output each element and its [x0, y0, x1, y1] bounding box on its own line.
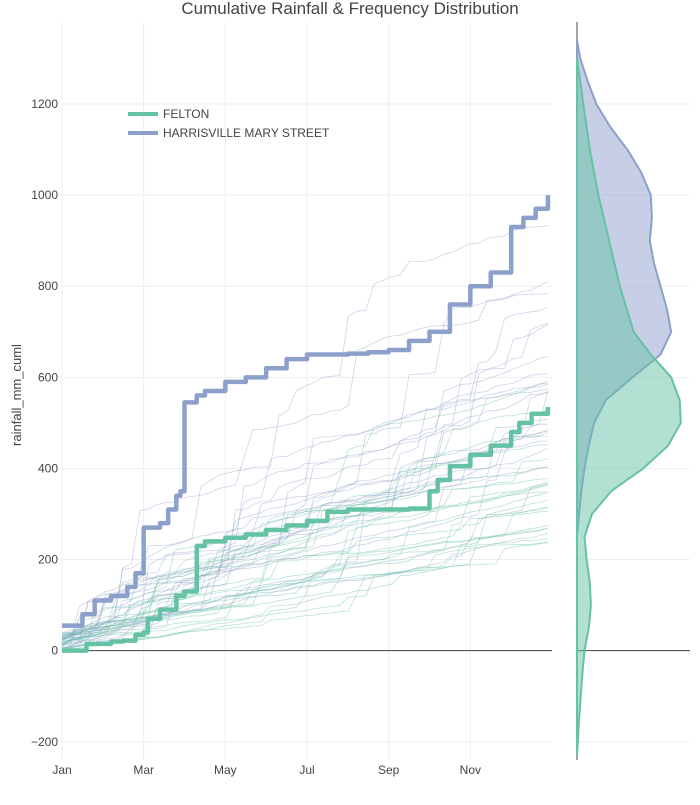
background-year-line: [61, 391, 549, 644]
background-year-line: [61, 484, 548, 636]
background-year-line: [61, 383, 548, 638]
y-tick-label: 1200: [31, 97, 58, 111]
background-year-line: [61, 281, 549, 642]
background-year-line: [61, 458, 548, 642]
series-line-felton[interactable]: [62, 406, 551, 653]
background-year-line: [61, 380, 549, 640]
x-tick-label: Sep: [378, 763, 400, 777]
legend-label[interactable]: FELTON: [163, 107, 209, 121]
y-tick-label: 200: [38, 553, 58, 567]
background-year-line: [61, 418, 548, 639]
background-year-line: [61, 537, 548, 644]
background-year-line: [61, 323, 549, 648]
background-year-line: [61, 409, 549, 640]
background-year-line: [61, 510, 548, 635]
y-axis-ticks: −200 0 200 400 600 800 1000 1200: [31, 97, 58, 749]
background-year-line: [62, 491, 548, 641]
background-year-line: [61, 293, 548, 641]
x-tick-label: May: [214, 763, 237, 777]
background-year-line: [61, 478, 548, 637]
y-tick-label: 600: [38, 370, 58, 384]
x-tick-label: Jan: [52, 763, 71, 777]
background-year-line: [61, 324, 549, 646]
background-year-line: [61, 443, 548, 639]
background-year-line: [61, 431, 549, 643]
y-tick-label: 400: [38, 461, 58, 475]
background-year-line: [61, 440, 548, 641]
background-year-line: [61, 423, 548, 650]
density-panel: [576, 22, 682, 760]
x-tick-label: Jul: [299, 763, 314, 777]
background-year-line: [61, 391, 549, 650]
background-year-line: [61, 507, 549, 649]
background-year-line: [61, 532, 549, 648]
density-curve-felton: [576, 58, 682, 756]
background-year-lines: [61, 224, 549, 651]
legend[interactable]: FELTON HARRISVILLE MARY STREET: [128, 107, 330, 140]
legend-label[interactable]: HARRISVILLE MARY STREET: [163, 126, 330, 140]
y-tick-label: 800: [38, 279, 58, 293]
background-year-line: [61, 499, 549, 639]
highlighted-series: [62, 195, 551, 653]
x-tick-label: Mar: [133, 763, 154, 777]
background-year-line: [61, 388, 548, 640]
background-year-line: [61, 428, 549, 645]
background-year-line: [61, 541, 548, 651]
y-tick-label: 1000: [31, 188, 58, 202]
background-year-line: [61, 306, 549, 640]
background-year-line: [61, 383, 549, 633]
chart-title: Cumulative Rainfall & Frequency Distribu…: [181, 0, 518, 18]
x-tick-label: Nov: [460, 763, 481, 777]
background-year-line: [61, 448, 549, 645]
background-year-line: [61, 484, 549, 637]
y-tick-label: 0: [51, 644, 58, 658]
series-line-harrisville-mary-street[interactable]: [62, 195, 551, 628]
background-year-line: [62, 492, 549, 643]
background-year-line: [61, 435, 548, 639]
y-axis-title: rainfall_mm_cuml: [9, 344, 24, 446]
y-tick-label: −200: [31, 735, 58, 749]
background-year-line: [61, 482, 549, 634]
background-year-line: [61, 527, 549, 637]
background-year-line: [61, 373, 548, 646]
background-year-line: [61, 527, 549, 650]
x-axis-ticks: Jan Mar May Jul Sep Nov: [52, 763, 481, 777]
background-year-line: [61, 506, 548, 650]
background-year-line: [61, 355, 548, 642]
background-year-line: [61, 466, 548, 646]
